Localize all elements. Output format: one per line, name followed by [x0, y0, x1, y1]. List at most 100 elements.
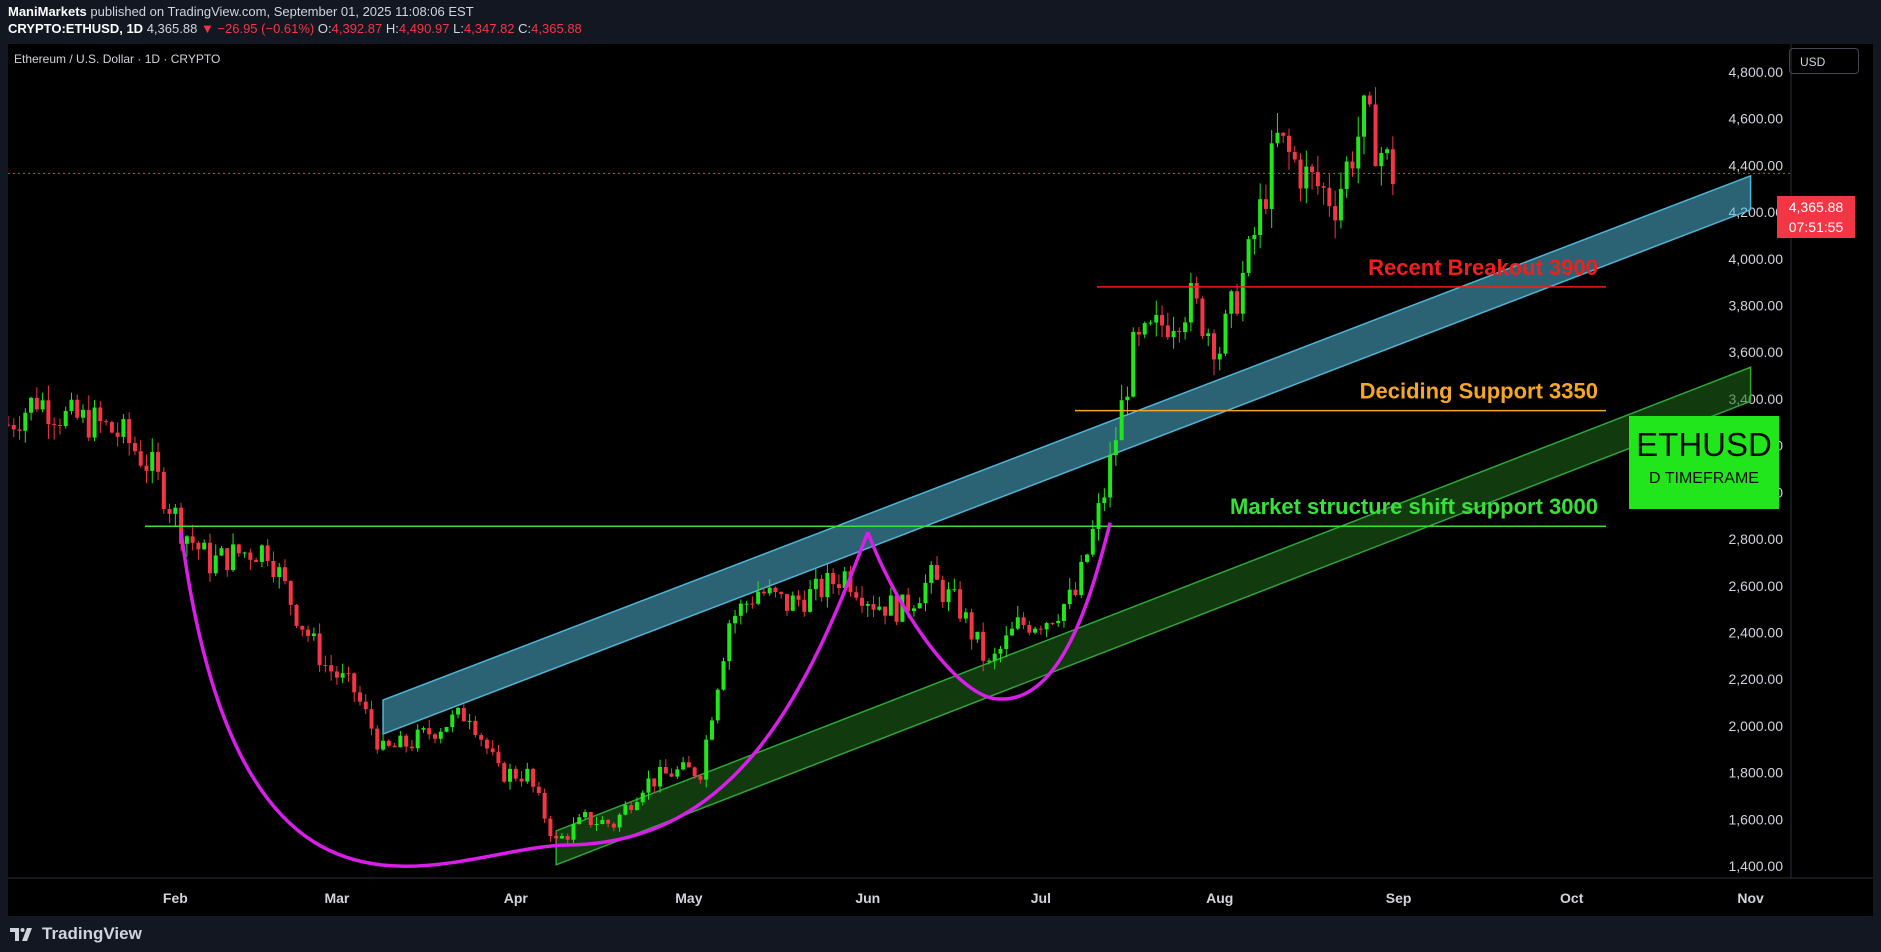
candle-body — [1315, 172, 1320, 187]
candle-body — [952, 589, 957, 591]
candle-body — [63, 410, 68, 426]
cup-curve — [179, 531, 870, 869]
candle-body — [8, 424, 10, 426]
chart-header: ManiMarkets published on TradingView.com… — [0, 0, 1881, 44]
candle-body — [271, 560, 276, 577]
candle-body — [1096, 503, 1101, 529]
candle-body — [306, 629, 311, 637]
candle-body — [715, 689, 720, 721]
candle-body — [346, 673, 351, 675]
candle-body — [836, 584, 841, 588]
candle-body — [1235, 291, 1240, 314]
currency-button[interactable]: USD — [1789, 48, 1859, 74]
candle-body — [1131, 331, 1136, 397]
candle-body — [594, 824, 599, 826]
low-value: 4,347.82 — [463, 21, 515, 36]
publish-info: ManiMarkets published on TradingView.com… — [8, 4, 474, 19]
high-value: 4,490.97 — [398, 21, 450, 36]
candle-body — [813, 578, 818, 590]
candle-body — [104, 421, 109, 423]
published-text: published on TradingView.com, September … — [90, 4, 474, 19]
candle-body — [1177, 330, 1182, 333]
candle-body — [381, 740, 386, 750]
candle-body — [17, 429, 22, 431]
candle-body — [288, 581, 293, 605]
candle-body — [986, 660, 991, 662]
x-tick-label: May — [675, 890, 702, 906]
candle-body — [1102, 497, 1107, 504]
candle-body — [467, 720, 472, 722]
candle-body — [450, 714, 455, 728]
candle-body — [1154, 314, 1159, 323]
chart-area[interactable]: 1,400.00 1,600.00 1,800.00 2,000.00 2,200.00… — [8, 44, 1873, 916]
price-chart[interactable]: 1,400.00 1,600.00 1,800.00 2,000.00 2,200.00… — [8, 44, 1873, 916]
footer: TradingView — [0, 916, 1881, 952]
last-price-tag: 4,365.88 07:51:55 — [1777, 196, 1855, 238]
candle-body — [658, 766, 663, 787]
candle-body — [1125, 396, 1130, 401]
candle-body — [490, 748, 495, 753]
candle-body — [727, 623, 732, 662]
candle-body — [277, 567, 282, 577]
candles-group — [8, 87, 1395, 847]
candle-body — [767, 587, 772, 594]
candle-body — [242, 552, 247, 554]
close-label: C: — [518, 21, 532, 36]
candle-body — [513, 768, 518, 779]
candle-body — [236, 544, 241, 554]
candle-body — [663, 766, 668, 774]
y-tick-label: 4,400.00 — [1729, 157, 1784, 173]
open-value: 4,392.87 — [331, 21, 383, 36]
candle-body — [940, 579, 945, 603]
candle-body — [1367, 95, 1372, 105]
candle-body — [981, 631, 986, 661]
candle-body — [1183, 322, 1188, 333]
candle-body — [686, 762, 691, 768]
candle-body — [525, 768, 530, 782]
candle-body — [1200, 298, 1205, 336]
candle-body — [1344, 161, 1349, 189]
candle-body — [219, 548, 224, 556]
candle-body — [583, 812, 588, 818]
tradingview-logo[interactable]: TradingView — [10, 924, 142, 944]
candle-body — [415, 729, 420, 749]
symbol-badge: ETHUSD D TIMEFRAME — [1629, 416, 1779, 509]
candle-body — [115, 432, 120, 437]
candle-body — [744, 603, 749, 605]
candle-body — [294, 604, 299, 626]
y-tick-label: 3,600.00 — [1729, 344, 1784, 360]
publisher-name[interactable]: ManiMarkets — [8, 4, 87, 19]
candle-body — [929, 564, 934, 583]
candle-body — [1079, 561, 1084, 596]
candle-body — [975, 631, 980, 640]
candle-body — [427, 728, 432, 735]
candle-body — [1362, 95, 1367, 137]
candle-body — [254, 559, 259, 562]
candle-body — [1385, 149, 1390, 154]
y-tick-label: 3,800.00 — [1729, 298, 1784, 314]
candle-body — [127, 419, 132, 444]
candle-body — [756, 591, 761, 604]
y-tick-label: 2,000.00 — [1729, 718, 1784, 734]
candle-body — [132, 443, 137, 452]
candle-body — [681, 762, 686, 770]
close-value: 4,365.88 — [531, 21, 582, 36]
low-label: L: — [453, 21, 464, 36]
candle-body — [1258, 199, 1263, 235]
candle-body — [1246, 239, 1251, 273]
candle-body — [92, 407, 97, 438]
candle-body — [334, 671, 339, 678]
y-tick-label: 1,600.00 — [1729, 811, 1784, 827]
candle-body — [1350, 161, 1355, 169]
candle-body — [357, 692, 362, 702]
candle-body — [1027, 624, 1032, 633]
candle-body — [1010, 628, 1015, 636]
recent-breakout-label: Recent Breakout 3900 — [1368, 255, 1598, 280]
candle-body — [1056, 620, 1061, 624]
badge-timeframe: D TIMEFRAME — [1649, 470, 1759, 487]
candle-body — [265, 545, 270, 561]
candle-body — [1292, 151, 1297, 160]
price-change: ▼ −26.95 (−0.61%) — [200, 21, 315, 36]
y-tick-label: 2,600.00 — [1729, 578, 1784, 594]
candle-body — [444, 727, 449, 732]
